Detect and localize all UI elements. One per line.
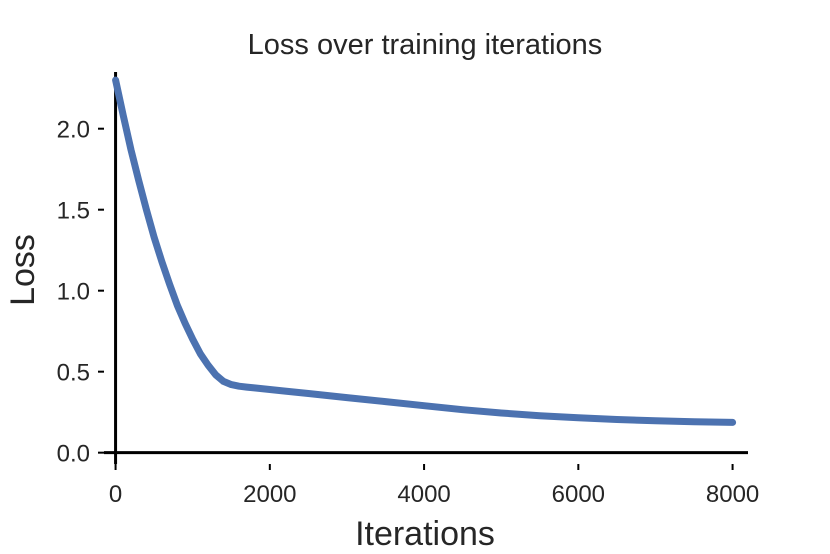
x-tick-label: 6000 [552, 481, 605, 508]
series-group [112, 76, 737, 426]
y-tick-label: 2.0 [57, 117, 90, 144]
x-tick-label: 8000 [706, 481, 759, 508]
x-tick-label: 0 [109, 481, 122, 508]
x-axis-label: Iterations [355, 515, 495, 553]
y-axis-label: Loss [4, 234, 42, 306]
y-tick-label: 1.5 [57, 198, 90, 225]
chart-title: Loss over training iterations [248, 29, 603, 61]
x-tick-label: 2000 [243, 481, 296, 508]
y-tick-label: 1.0 [57, 279, 90, 306]
y-tick-label: 0.0 [57, 441, 90, 468]
x-tick-label: 4000 [397, 481, 450, 508]
loss-series-line [112, 76, 737, 426]
y-tick-label: 0.5 [57, 360, 90, 387]
x-axis: 0 2000 4000 6000 8000 [104, 451, 759, 508]
y-axis: 0.0 0.5 1.0 1.5 2.0 [57, 72, 118, 468]
